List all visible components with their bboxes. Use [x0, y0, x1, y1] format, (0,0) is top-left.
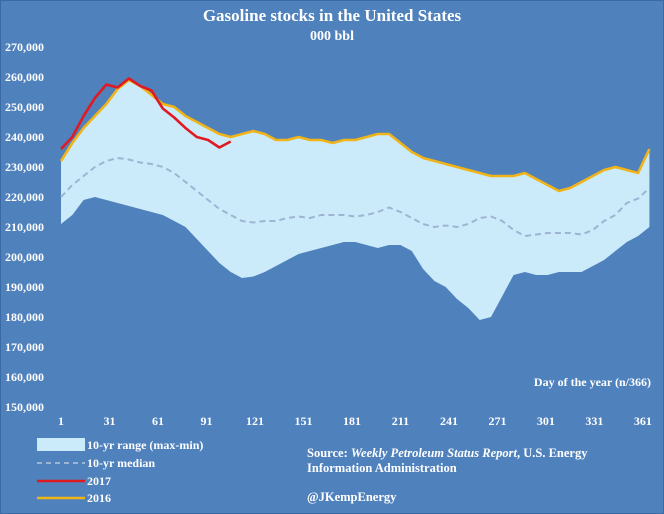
y-tick-label: 240,000 — [5, 130, 44, 144]
legend-label-range: 10-yr range (max-min) — [87, 438, 203, 452]
x-tick-label: 121 — [246, 414, 264, 428]
x-tick-label: 181 — [343, 414, 361, 428]
x-tick-label: 211 — [392, 414, 409, 428]
y-tick-label: 180,000 — [5, 310, 44, 324]
x-axis-ticks: 1 31 61 91 121 151 181 211 241 271 301 331 361 — [58, 414, 652, 428]
author-handle: @JKempEnergy — [307, 490, 397, 504]
x-tick-label: 241 — [440, 414, 458, 428]
y-axis-ticks: 150,000 160,000 170,000 180,000 190,000 200,0… — [5, 40, 44, 414]
y-tick-label: 270,000 — [5, 40, 44, 54]
y-tick-label: 220,000 — [5, 190, 44, 204]
x-tick-label: 91 — [200, 414, 212, 428]
x-tick-label: 61 — [152, 414, 164, 428]
source-prefix: Source: — [307, 446, 351, 460]
x-tick-label: 331 — [585, 414, 603, 428]
legend: 10-yr range (max-min) 10-yr median 2017 … — [37, 438, 203, 505]
legend-label-2017: 2017 — [87, 474, 111, 488]
series-median-line — [60, 156, 651, 238]
chart-subtitle: 000 bbl — [310, 29, 354, 44]
series-range-band — [61, 80, 650, 320]
y-tick-label: 250,000 — [5, 100, 44, 114]
y-tick-label: 190,000 — [5, 280, 44, 294]
series-2017-line — [60, 77, 232, 150]
y-tick-label: 150,000 — [5, 400, 44, 414]
source-line-2: Information Administration — [307, 461, 457, 475]
y-tick-label: 210,000 — [5, 220, 44, 234]
legend-swatch-range — [37, 438, 85, 451]
y-tick-label: 230,000 — [5, 160, 44, 174]
source-line-1: Source: Weekly Petroleum Status Report, … — [307, 446, 588, 460]
source-line-1-rest: , U.S. Energy — [517, 446, 588, 460]
x-axis-label: Day of the year (n/366) — [534, 375, 651, 389]
x-tick-label: 271 — [488, 414, 506, 428]
plot-area — [59, 77, 651, 320]
legend-label-2016: 2016 — [87, 491, 111, 505]
y-tick-label: 200,000 — [5, 250, 44, 264]
chart-title: Gasoline stocks in the United States — [203, 6, 462, 25]
y-tick-label: 170,000 — [5, 340, 44, 354]
y-tick-label: 260,000 — [5, 70, 44, 84]
x-tick-label: 151 — [294, 414, 312, 428]
x-tick-label: 1 — [58, 414, 64, 428]
y-tick-label: 160,000 — [5, 370, 44, 384]
source-report-title: Weekly Petroleum Status Report — [351, 446, 518, 460]
x-tick-label: 31 — [103, 414, 115, 428]
x-tick-label: 301 — [537, 414, 555, 428]
x-tick-label: 361 — [634, 414, 652, 428]
legend-label-median: 10-yr median — [87, 456, 155, 470]
